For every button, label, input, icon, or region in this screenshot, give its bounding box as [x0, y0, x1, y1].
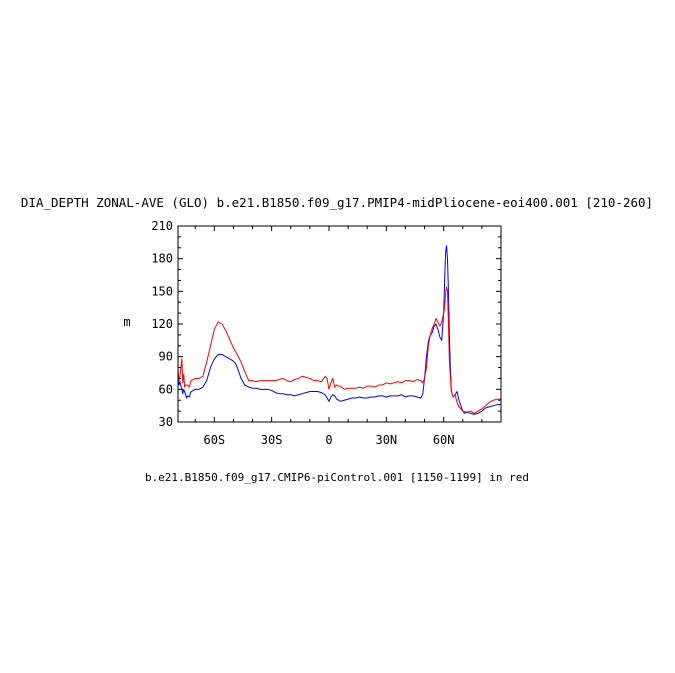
plot-frame — [177, 225, 502, 423]
x-tick-label: 60S — [203, 433, 225, 447]
series-layer — [177, 245, 501, 415]
y-tick-label: 120 — [151, 317, 173, 331]
y-tick-label: 150 — [151, 284, 173, 298]
x-tick-label: 30N — [375, 433, 397, 447]
axis-layer: 30 60 90 120 150 180 210 60S 30S 0 30N 60N — [151, 219, 501, 447]
y-axis-label: m — [123, 315, 130, 329]
y-tick-label: 30 — [159, 415, 173, 429]
y-tick-label: 90 — [159, 350, 173, 364]
y-tick-label: 210 — [151, 219, 173, 233]
x-tick-label: 60N — [433, 433, 455, 447]
x-tick-label: 30S — [261, 433, 283, 447]
y-tick-label: 180 — [151, 252, 173, 266]
series-line-2 — [177, 286, 501, 414]
y-tick-label: 60 — [159, 382, 173, 396]
chart-caption: b.e21.B1850.f09_g17.CMIP6-piControl.001 … — [145, 471, 529, 484]
series-line-1 — [177, 245, 501, 415]
x-tick-label: 0 — [325, 433, 332, 447]
chart-title: DIA_DEPTH ZONAL-AVE (GLO) b.e21.B1850.f0… — [21, 195, 653, 210]
